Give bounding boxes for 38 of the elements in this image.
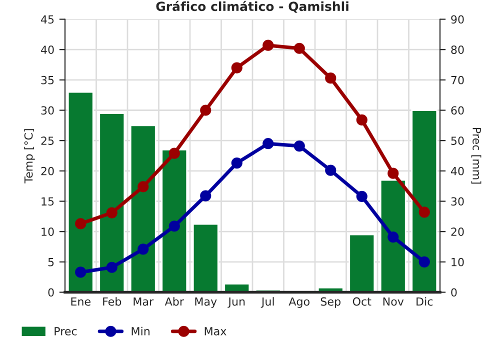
x-tick-label: Nov bbox=[383, 297, 404, 306]
x-tick-label: Jul bbox=[260, 297, 274, 308]
y2-tick-label: 40 bbox=[450, 166, 464, 176]
y-axis-title: Temp [°C] bbox=[24, 129, 35, 184]
y2-tick-label: 50 bbox=[451, 136, 464, 145]
y2-tick-label: 70 bbox=[451, 76, 464, 84]
y2-tick-label: 80 bbox=[451, 46, 464, 54]
y-tick-label: 0 bbox=[48, 288, 54, 297]
x-tick-label: Oct bbox=[352, 297, 372, 306]
y2-tick-label: 30 bbox=[451, 197, 464, 206]
y-tick-label: 10 bbox=[42, 228, 54, 236]
x-tick-label: Ago bbox=[288, 297, 310, 308]
y-tick-label: 35 bbox=[41, 76, 54, 84]
y-tick-label: 20 bbox=[41, 166, 54, 176]
y-tick-label: 5 bbox=[48, 258, 54, 266]
y-tick-label: 30 bbox=[41, 106, 54, 115]
y2-tick-label: 60 bbox=[451, 106, 464, 115]
x-tick-label: Sep bbox=[320, 297, 340, 308]
x-tick-label: Mar bbox=[134, 297, 154, 306]
x-tick-label: Jun bbox=[228, 297, 245, 308]
x-tick-label: Feb bbox=[103, 297, 122, 306]
legend-label: Prec bbox=[54, 327, 77, 336]
x-tick-label: May bbox=[195, 297, 217, 308]
legend-label: Min bbox=[132, 326, 150, 336]
y-tick-label: 45 bbox=[40, 15, 54, 24]
y2-tick-label: 90 bbox=[451, 15, 464, 24]
y2-tick-label: 10 bbox=[452, 258, 464, 266]
x-tick-label: Abr bbox=[164, 297, 184, 306]
y-tick-label: 25 bbox=[41, 136, 54, 145]
legend-label: Max bbox=[204, 327, 226, 336]
y2-axis-title: Prec [mm] bbox=[471, 128, 482, 184]
y2-tick-label: 20 bbox=[451, 228, 464, 236]
x-tick-label: Dic bbox=[416, 297, 433, 306]
y-tick-label: 40 bbox=[40, 46, 54, 54]
y-tick-label: 15 bbox=[42, 197, 54, 206]
x-tick-label: Ene bbox=[71, 297, 90, 306]
chart-title: Gráfico climático - Qamishli bbox=[156, 0, 348, 13]
y2-tick-label: 0 bbox=[451, 288, 457, 297]
